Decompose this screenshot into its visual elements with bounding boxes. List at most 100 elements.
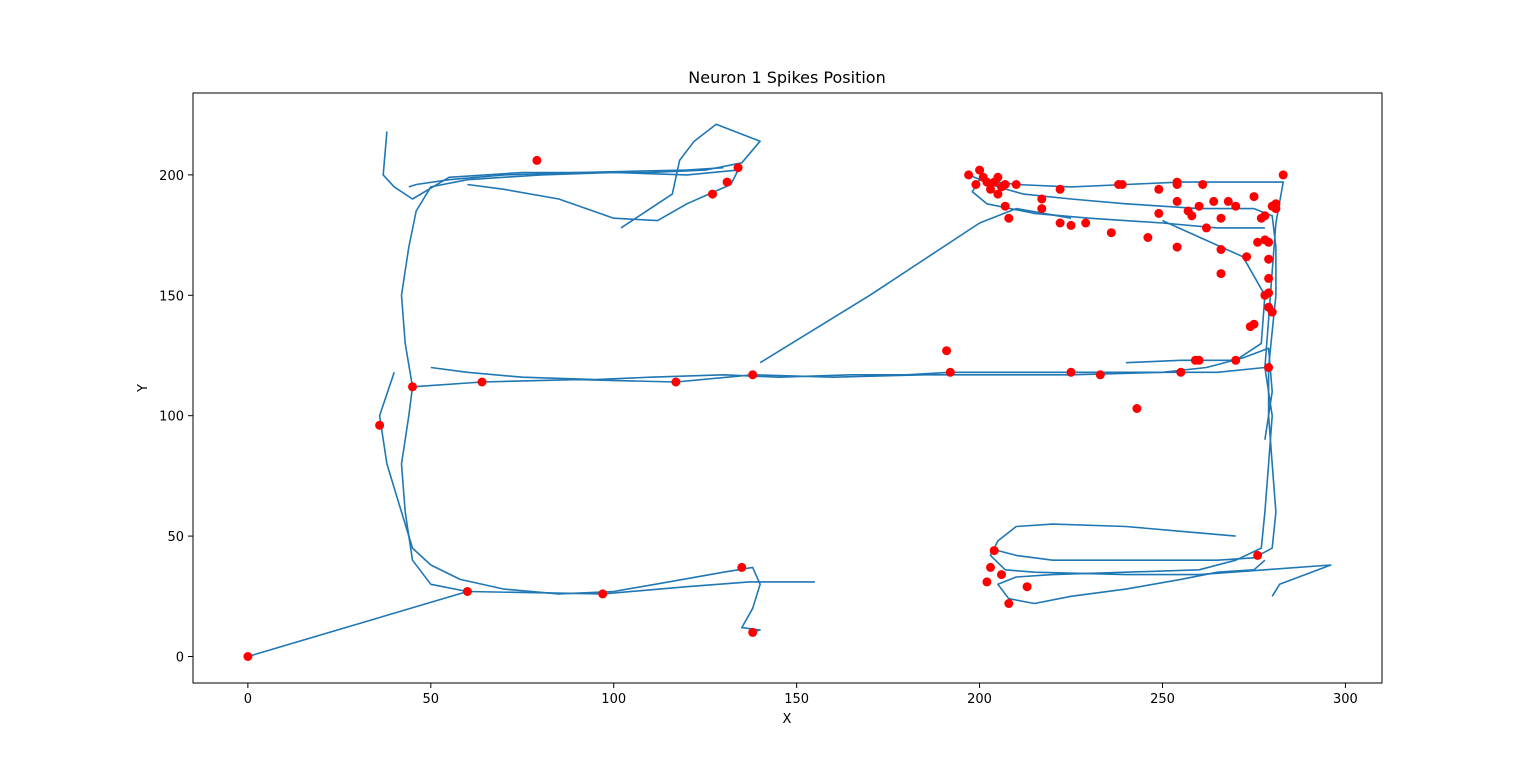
trajectory-line-9	[430, 347, 1273, 440]
trajectory-line-8	[378, 372, 761, 634]
spike-point-75	[1278, 170, 1288, 180]
spike-point-86	[989, 546, 999, 556]
spike-point-55	[1216, 269, 1226, 279]
spike-point-91	[1022, 582, 1032, 592]
y-tick-label: 200	[159, 169, 184, 184]
spike-point-33	[1055, 184, 1065, 194]
spike-point-87	[986, 562, 995, 572]
trajectory-line-6	[1125, 219, 1266, 364]
spike-point-1	[243, 652, 253, 661]
spike-point-15	[942, 346, 952, 356]
spike-point-32	[1037, 204, 1047, 214]
spike-point-6	[598, 589, 608, 599]
spike-point-25	[993, 189, 1003, 199]
y-axis-label: Y	[136, 384, 151, 393]
spike-point-11	[733, 163, 743, 173]
spike-point-36	[1081, 218, 1091, 228]
x-tick-label: 50	[423, 692, 440, 707]
spike-point-61	[1249, 192, 1259, 202]
trajectory-line-10	[382, 123, 761, 229]
spike-point-57	[1231, 201, 1241, 211]
spike-point-4	[477, 377, 487, 387]
spike-point-22	[986, 184, 995, 194]
spike-point-12	[748, 370, 758, 380]
spike-point-48	[1187, 211, 1197, 221]
spike-point-21	[982, 177, 992, 187]
spike-point-54	[1216, 245, 1226, 254]
trajectory-line-3	[412, 366, 1273, 605]
spike-point-37	[1106, 228, 1116, 238]
trajectory-line-5	[759, 207, 1072, 364]
spike-point-62	[1253, 237, 1263, 247]
spike-point-58	[1242, 252, 1252, 262]
x-tick-label: 150	[784, 692, 809, 707]
spike-point-60	[1249, 319, 1259, 329]
spike-point-28	[1000, 180, 1010, 189]
spike-point-79	[1066, 367, 1076, 377]
plot-frame	[192, 92, 1383, 684]
spike-point-41	[1154, 184, 1164, 194]
spike-point-76	[1267, 307, 1277, 317]
spike-point-85	[1231, 355, 1241, 365]
x-tick-label: 300	[1333, 692, 1358, 707]
spike-point-77	[1264, 363, 1274, 372]
spike-point-16	[945, 367, 955, 377]
spike-point-34	[1055, 218, 1065, 228]
spike-point-14	[748, 627, 758, 637]
trajectory-line-7	[989, 523, 1332, 597]
y-tick-label: 0	[176, 651, 184, 666]
spike-point-90	[1004, 599, 1014, 608]
spike-point-3	[408, 382, 417, 392]
spike-point-10	[722, 177, 732, 187]
spike-point-68	[1264, 254, 1274, 264]
spike-point-27	[1000, 201, 1010, 211]
spike-point-9	[708, 189, 717, 199]
trajectory-line-11	[408, 166, 724, 188]
spike-point-8	[671, 377, 681, 387]
spike-point-46	[1172, 242, 1182, 252]
trajectory-line-2	[400, 169, 739, 593]
trajectory-line-12	[968, 174, 1277, 562]
spike-point-88	[982, 577, 992, 587]
spike-point-42	[1154, 208, 1164, 218]
spike-point-78	[1253, 550, 1263, 560]
spike-point-67	[1264, 288, 1274, 298]
spike-point-56	[1223, 196, 1233, 206]
spike-point-64	[1260, 211, 1270, 221]
trajectory-line-1	[247, 581, 815, 658]
spike-point-49	[1194, 201, 1204, 211]
spike-point-2	[375, 420, 385, 430]
spike-point-51	[1201, 223, 1211, 233]
y-tick-label: 100	[159, 410, 184, 425]
spike-point-17	[964, 170, 974, 180]
x-axis-ticks: 0 50 100 150 200 250 300	[244, 683, 1358, 707]
spike-point-81	[1132, 404, 1142, 413]
spike-point-74	[1271, 199, 1281, 209]
spike-point-5	[462, 587, 472, 596]
spike-point-40	[1143, 233, 1153, 242]
y-tick-label: 150	[159, 289, 184, 304]
x-axis-label: X	[783, 712, 792, 727]
spike-point-19	[975, 165, 985, 175]
x-tick-label: 200	[967, 692, 992, 707]
spike-point-7	[532, 155, 542, 165]
spike-point-35	[1066, 220, 1076, 230]
spike-point-13	[737, 562, 747, 572]
spike-point-52	[1209, 196, 1219, 206]
chart-title: Neuron 1 Spikes Position	[688, 68, 885, 87]
spike-point-50	[1198, 180, 1208, 189]
spike-point-45	[1172, 196, 1182, 206]
spike-point-82	[1176, 367, 1186, 377]
x-tick-label: 0	[244, 692, 252, 707]
spike-point-53	[1216, 213, 1226, 223]
spike-point-89	[997, 570, 1006, 580]
y-tick-label: 50	[167, 530, 184, 545]
spike-point-24	[993, 172, 1003, 182]
trajectory-line-4	[971, 178, 1284, 368]
spike-point-30	[1011, 180, 1021, 189]
spike-point-69	[1264, 273, 1274, 283]
spike-point-29	[1004, 213, 1014, 223]
spike-point-18	[971, 180, 981, 189]
spike-point-44	[1172, 177, 1182, 187]
